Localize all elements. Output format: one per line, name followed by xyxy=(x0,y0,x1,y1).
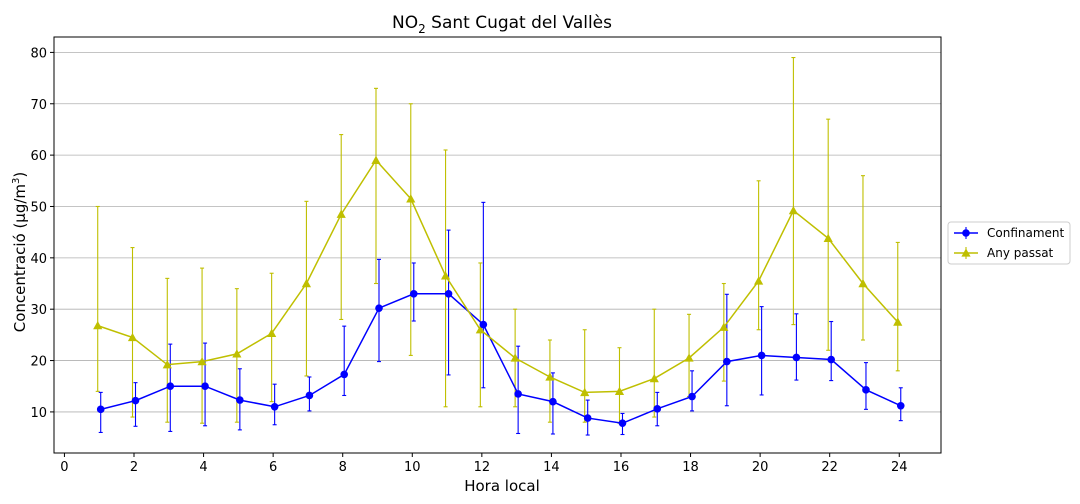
x-tick-label-6: 6 xyxy=(269,460,277,475)
point-1-1 xyxy=(127,332,138,342)
point-1-18 xyxy=(719,322,729,331)
point-1-15 xyxy=(614,386,625,396)
y-tick-label-20: 20 xyxy=(30,355,47,370)
point-0-11 xyxy=(479,320,488,329)
legend-label-1: Any passat xyxy=(987,246,1054,260)
point-0-6 xyxy=(305,391,314,400)
y-tick-label-10: 10 xyxy=(30,406,47,421)
x-tick-label-8: 8 xyxy=(339,460,347,475)
x-tick-label-2: 2 xyxy=(130,460,138,475)
y-tick-label-50: 50 xyxy=(30,200,47,215)
x-tick-label-4: 4 xyxy=(199,460,207,475)
series-lines xyxy=(97,159,902,424)
y-tick-label-60: 60 xyxy=(30,149,47,164)
point-1-14 xyxy=(580,387,590,397)
point-0-4 xyxy=(236,396,244,404)
point-0-22 xyxy=(862,386,870,394)
y-tick-label-30: 30 xyxy=(30,303,47,318)
x-tick-label-12: 12 xyxy=(474,460,491,475)
x-tick-label-16: 16 xyxy=(613,460,630,475)
plot-frame xyxy=(53,36,942,454)
x-axis-ticks: 0 2 4 6 8 10 12 14 16 18 20 22 24 xyxy=(60,453,908,475)
point-1-0 xyxy=(93,321,103,330)
point-1-23 xyxy=(893,317,903,326)
point-1-21 xyxy=(823,233,833,243)
point-0-20 xyxy=(792,353,801,362)
y-tick-label-40: 40 xyxy=(30,252,47,267)
point-0-18 xyxy=(723,357,731,366)
point-0-3 xyxy=(201,382,209,391)
point-1-11 xyxy=(475,325,485,334)
point-0-13 xyxy=(549,397,557,406)
point-0-21 xyxy=(827,355,835,364)
y-tick-label-70: 70 xyxy=(30,98,47,113)
point-1-20 xyxy=(788,205,799,215)
point-1-8 xyxy=(371,155,381,164)
point-1-13 xyxy=(545,372,555,381)
point-0-5 xyxy=(270,402,279,411)
x-tick-label-24: 24 xyxy=(891,460,908,475)
x-tick-label-20: 20 xyxy=(752,460,769,475)
point-0-9 xyxy=(409,289,418,298)
point-1-10 xyxy=(440,271,451,280)
point-1-5 xyxy=(267,328,277,338)
y-tick-label-80: 80 xyxy=(30,46,47,61)
y-axis-ticks: 10 20 30 40 50 60 70 80 xyxy=(30,46,54,421)
point-0-23 xyxy=(896,401,905,410)
point-1-2 xyxy=(162,360,172,369)
x-tick-label-18: 18 xyxy=(682,460,699,475)
legend-marker-1 xyxy=(961,248,971,257)
legend-label-0: Confinament xyxy=(987,226,1065,240)
series-markers xyxy=(93,155,905,428)
legend-box xyxy=(947,221,1071,265)
point-1-19 xyxy=(754,276,764,285)
point-0-1 xyxy=(131,396,140,405)
series-line-0 xyxy=(100,293,902,424)
point-0-7 xyxy=(340,370,349,379)
point-1-17 xyxy=(684,353,694,362)
x-axis-label: Hora local xyxy=(464,477,540,495)
series-line-1 xyxy=(97,159,899,394)
x-tick-label-10: 10 xyxy=(404,460,421,475)
point-0-17 xyxy=(688,392,696,401)
y-axis-label: Concentració (µg/m3) xyxy=(11,172,29,333)
point-0-15 xyxy=(618,419,627,428)
error-bars-0 xyxy=(98,201,903,436)
point-1-16 xyxy=(649,373,659,383)
point-0-8 xyxy=(375,304,383,312)
point-1-9 xyxy=(406,194,416,203)
point-1-12 xyxy=(510,353,520,362)
point-1-3 xyxy=(197,356,207,366)
point-0-2 xyxy=(166,382,175,391)
legend: Confinament Any passat xyxy=(947,221,1071,265)
point-0-12 xyxy=(514,390,522,398)
point-0-0 xyxy=(96,405,105,414)
legend-marker-0 xyxy=(962,229,970,237)
point-1-22 xyxy=(858,278,868,288)
point-0-14 xyxy=(583,414,592,422)
chart-title: NO2 Sant Cugat del Vallès xyxy=(392,13,612,36)
x-tick-label-0: 0 xyxy=(60,460,68,475)
point-0-10 xyxy=(444,289,453,298)
x-tick-label-22: 22 xyxy=(821,460,838,475)
point-1-7 xyxy=(336,209,346,218)
x-tick-label-14: 14 xyxy=(543,460,560,475)
point-1-6 xyxy=(301,278,312,288)
point-1-4 xyxy=(232,349,242,358)
point-0-16 xyxy=(653,405,662,413)
point-0-19 xyxy=(757,351,766,360)
error-bars-1 xyxy=(95,56,900,424)
error-bars xyxy=(95,56,903,436)
